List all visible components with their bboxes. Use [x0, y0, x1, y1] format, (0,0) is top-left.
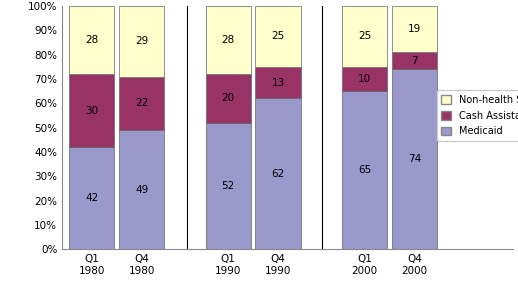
Text: 19: 19 — [408, 24, 421, 34]
Bar — [119, 130, 164, 249]
Text: 65: 65 — [358, 165, 371, 175]
Bar — [206, 123, 251, 249]
Text: 29: 29 — [135, 36, 148, 46]
Bar — [69, 147, 114, 249]
Bar — [342, 6, 387, 67]
Bar — [392, 69, 437, 249]
Text: 49: 49 — [135, 185, 148, 195]
Bar — [206, 6, 251, 74]
Text: 13: 13 — [271, 78, 284, 88]
Text: 10: 10 — [358, 74, 371, 84]
Text: 52: 52 — [222, 181, 235, 191]
Text: 20: 20 — [222, 94, 235, 103]
Bar — [392, 52, 437, 69]
Bar — [255, 67, 300, 99]
Bar — [392, 6, 437, 52]
Text: 28: 28 — [222, 35, 235, 45]
Text: 28: 28 — [85, 35, 98, 45]
Bar — [255, 6, 300, 67]
Text: 30: 30 — [85, 106, 98, 116]
Bar — [69, 6, 114, 74]
Legend: Non-health Social Services, Cash Assistance, Medicaid: Non-health Social Services, Cash Assista… — [437, 90, 518, 141]
Bar — [119, 77, 164, 130]
Bar — [206, 74, 251, 123]
Text: 74: 74 — [408, 154, 421, 164]
Text: 7: 7 — [411, 56, 418, 66]
Text: 42: 42 — [85, 193, 98, 203]
Bar — [255, 99, 300, 249]
Text: 22: 22 — [135, 98, 148, 108]
Bar — [69, 74, 114, 147]
Bar — [342, 91, 387, 249]
Bar — [342, 67, 387, 91]
Text: 25: 25 — [271, 31, 284, 41]
Bar — [119, 6, 164, 77]
Text: 25: 25 — [358, 31, 371, 41]
Text: 62: 62 — [271, 169, 284, 179]
